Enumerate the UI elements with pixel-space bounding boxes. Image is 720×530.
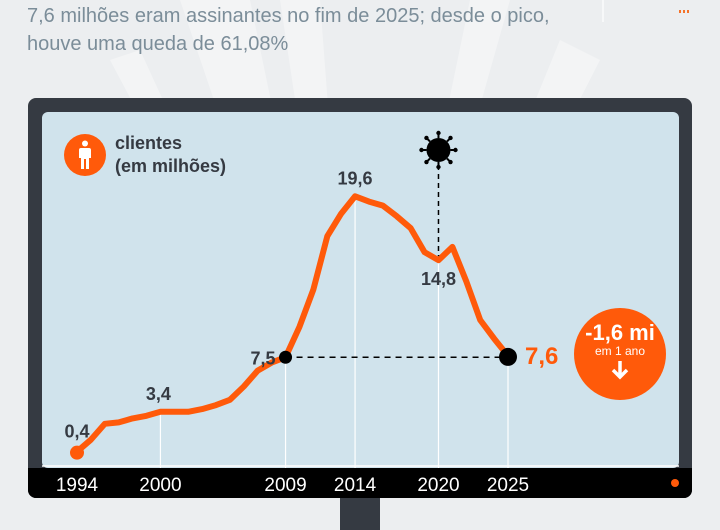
virus-spike-tip [424, 159, 429, 165]
value-label-2009: 7,5 [251, 348, 276, 368]
virus-spike-tip [453, 147, 458, 153]
value-label-2014: 19,6 [338, 168, 373, 188]
virus-spike-tip [419, 147, 424, 153]
point-2025 [499, 347, 517, 366]
divider [602, 0, 604, 22]
year-label-2020: 2020 [417, 475, 459, 496]
value-label-1994: 0,4 [64, 422, 89, 442]
point-1994 [70, 445, 84, 460]
arrow-down-icon [574, 360, 666, 385]
legend-label-line-2: (em milhões) [115, 156, 227, 176]
monitor-stand [340, 498, 380, 530]
subtitle-line-1: 7,6 milhões eram assinantes no fim de 20… [27, 5, 550, 27]
virus-spike-tip [448, 159, 453, 165]
value-label-2025: 7,6 [525, 343, 558, 370]
subtitle-line-2: houve uma queda de 61,08% [27, 33, 289, 55]
subtitle: 7,6 milhões eram assinantes no fim de 20… [27, 2, 587, 58]
person-icon [64, 134, 106, 176]
badge-subtext: em 1 ano [594, 344, 646, 358]
value-label-2000: 3,4 [146, 384, 171, 404]
year-label-2025: 2025 [487, 475, 529, 496]
monitor-frame [28, 98, 692, 498]
legend: clientes (em milhões) [64, 132, 226, 178]
power-led-icon [671, 479, 679, 487]
logo-mark [679, 0, 691, 13]
year-label-2014: 2014 [334, 475, 377, 496]
virus-body [426, 138, 451, 162]
year-label-bar [28, 468, 692, 498]
year-label-2000: 2000 [139, 475, 181, 496]
change-badge: -1,6 mi em 1 ano [574, 308, 666, 400]
virus-spike-tip [448, 135, 453, 141]
legend-label-line-1: clientes [115, 133, 183, 153]
virus-icon [419, 130, 458, 257]
series-line-clientes [74, 193, 511, 455]
monitor-screen [42, 112, 679, 468]
virus-spike-tip [424, 135, 429, 141]
badge-value: -1,6 mi [585, 320, 655, 345]
year-label-2009: 2009 [264, 475, 306, 496]
virus-spike-tip [436, 130, 441, 136]
virus-spike-tip [436, 164, 441, 170]
value-label-2020: 14,8 [421, 269, 456, 289]
year-label-1994: 1994 [56, 475, 99, 496]
point-2009 [279, 350, 293, 364]
